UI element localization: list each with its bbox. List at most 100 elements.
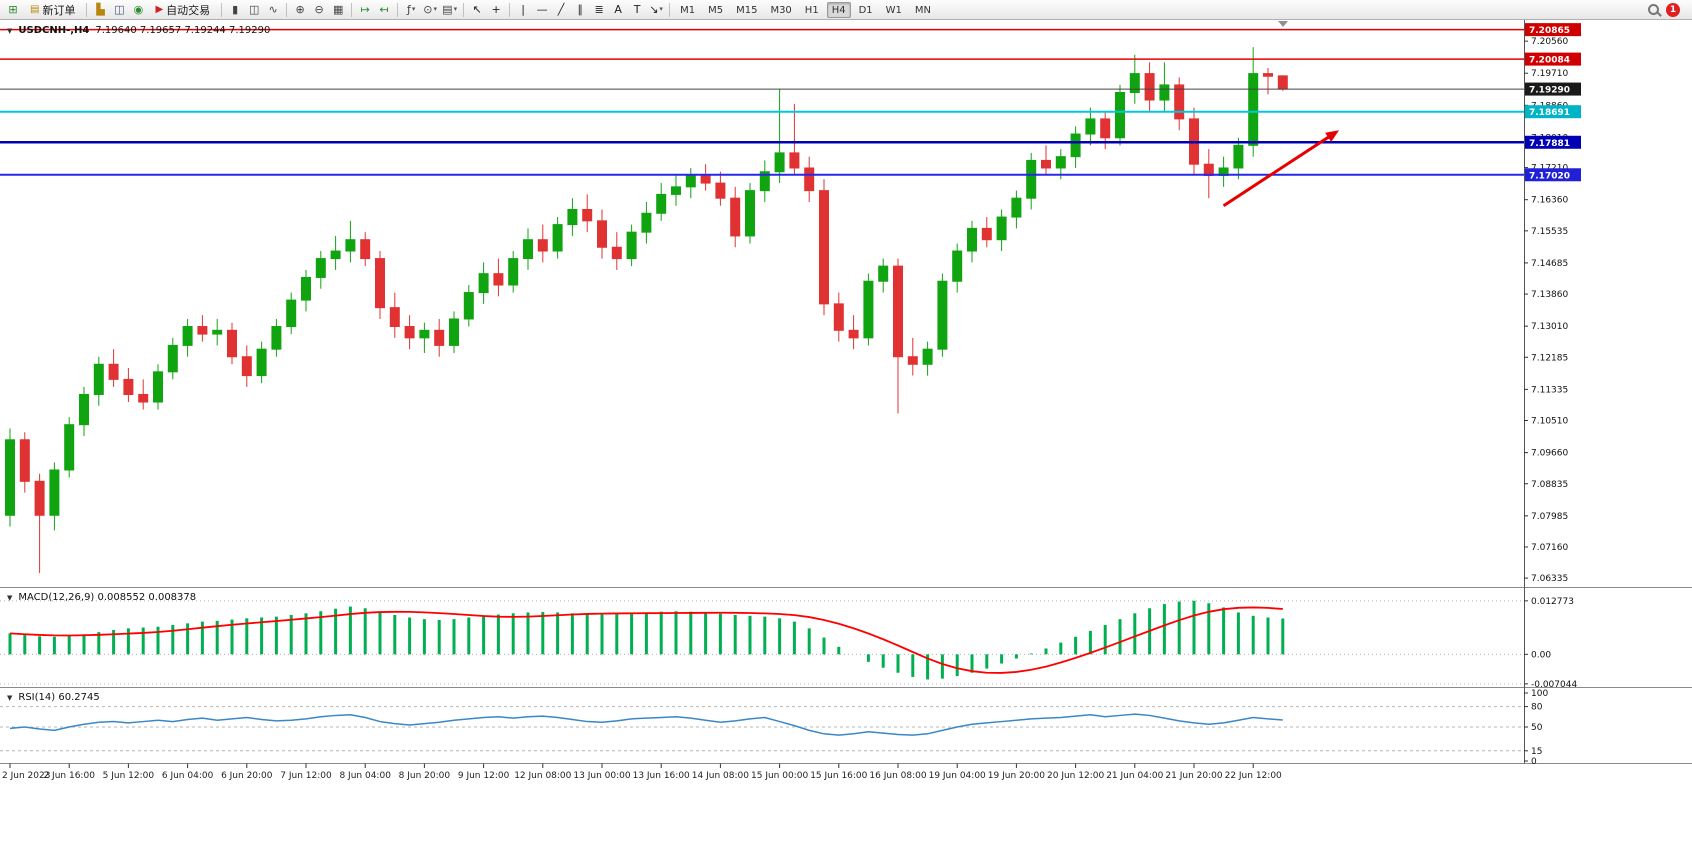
svg-text:7.12185: 7.12185: [1531, 353, 1568, 363]
chart-canvas[interactable]: 7.205607.197107.188607.180107.172107.163…: [0, 20, 1692, 842]
svg-text:7.09660: 7.09660: [1531, 449, 1568, 459]
indicators-icon[interactable]: ƒ ▾: [406, 3, 416, 16]
toolbar-separator: [86, 2, 88, 17]
chart-shift-icon[interactable]: ↤: [379, 3, 389, 16]
support-line-1-tag: [1525, 135, 1581, 149]
bar-chart-type-icon[interactable]: ▮: [232, 3, 239, 16]
svg-text:0: 0: [1531, 757, 1537, 767]
timeframe-m5[interactable]: M5: [708, 4, 724, 16]
timeframe-m1[interactable]: M1: [680, 4, 696, 16]
svg-text:7.19710: 7.19710: [1531, 69, 1568, 79]
collapse-icon[interactable]: ▼: [7, 693, 13, 702]
svg-text:7.06335: 7.06335: [1531, 574, 1568, 584]
svg-text:14 Jun 08:00: 14 Jun 08:00: [692, 771, 749, 781]
svg-text:20 Jun 12:00: 20 Jun 12:00: [1047, 771, 1104, 781]
svg-text:7.15535: 7.15535: [1531, 227, 1568, 237]
toolbar-right: 1: [1648, 2, 1688, 17]
fibonacci-icon[interactable]: ≣: [594, 3, 604, 16]
svg-text:-0.007044: -0.007044: [1531, 680, 1577, 690]
crosshair-icon[interactable]: +: [491, 3, 501, 16]
price-axis: 7.205607.197107.188607.180107.172107.163…: [1524, 37, 1577, 767]
svg-text:15: 15: [1531, 747, 1542, 757]
candlestick-type-icon[interactable]: ◫: [248, 3, 260, 16]
macd-header: ▼ MACD(12,26,9) 0.008552 0.008378: [7, 592, 196, 603]
svg-text:19 Jun 20:00: 19 Jun 20:00: [988, 771, 1045, 781]
horizontal-lines-layer[interactable]: [0, 28, 1524, 176]
svg-text:7.07985: 7.07985: [1531, 512, 1568, 522]
data-window-icon[interactable]: ◉: [133, 3, 144, 16]
line-chart-type-icon[interactable]: ∿: [268, 3, 278, 16]
macd-signal-line: [9, 606, 1283, 674]
svg-text:7.20084: 7.20084: [1529, 56, 1570, 66]
tile-windows-icon[interactable]: ▦: [332, 3, 344, 16]
toolbar-separator: [669, 2, 671, 17]
new-order-button[interactable]: ▤ 新订单: [23, 1, 82, 18]
timeframe-m30[interactable]: M30: [770, 4, 792, 16]
chevron-down-icon: ▾: [453, 5, 458, 13]
timeframe-h1[interactable]: H1: [804, 4, 819, 16]
arrows-icon[interactable]: ↘ ▾: [649, 3, 663, 16]
toolbar: ⊞ ▤ 新订单 ▙ ◫ ◉ ▶ 自动交易 ▮ ◫ ∿ ⊕ ⊖ ▦ ↦ ↤ ƒ ▾ ⊙ ▾ ▤ ▾ ↖ + | — ╱ ∥ ≣ A T ↘ ▾ M1…: [0, 0, 1692, 20]
svg-text:7.18691: 7.18691: [1529, 108, 1570, 118]
svg-text:7.19290: 7.19290: [1529, 86, 1570, 96]
channel-icon[interactable]: ∥: [577, 3, 583, 16]
notification-badge[interactable]: 1: [1666, 2, 1680, 17]
resistance-line-2-tag: [1525, 52, 1581, 66]
zoom-out-icon[interactable]: ⊖: [314, 3, 324, 16]
cyan-level-line-tag: [1525, 105, 1581, 119]
cursor-icon[interactable]: ↖: [472, 3, 482, 16]
toolbar-separator: [397, 2, 399, 17]
resistance-line-1-tag: [1525, 23, 1581, 37]
svg-text:8 Jun 20:00: 8 Jun 20:00: [399, 771, 451, 781]
current-price-line-tag: [1525, 82, 1581, 96]
collapse-icon[interactable]: ▼: [7, 26, 13, 35]
svg-text:8 Jun 04:00: 8 Jun 04:00: [339, 771, 391, 781]
text-icon[interactable]: A: [614, 3, 622, 16]
svg-text:13 Jun 00:00: 13 Jun 00:00: [573, 771, 630, 781]
horizontal-line-icon[interactable]: —: [536, 3, 548, 16]
new-order-button-icon: ▤: [30, 4, 40, 15]
timeframe-m15[interactable]: M15: [736, 4, 758, 16]
svg-text:15 Jun 16:00: 15 Jun 16:00: [810, 771, 867, 781]
timeframe-d1[interactable]: D1: [858, 4, 873, 16]
periods-icon[interactable]: ⊙ ▾: [423, 3, 438, 16]
zoom-in-icon[interactable]: ⊕: [295, 3, 305, 16]
timeframe-mn[interactable]: MN: [914, 4, 931, 16]
svg-text:0.00: 0.00: [1531, 650, 1551, 660]
templates-icon[interactable]: ▤ ▾: [442, 3, 458, 16]
rsi-levels: [0, 706, 1524, 752]
macd-histogram: [8, 600, 1285, 680]
timeframe-h4[interactable]: H4: [826, 1, 851, 18]
svg-text:12 Jun 08:00: 12 Jun 08:00: [514, 771, 571, 781]
svg-text:7.08835: 7.08835: [1531, 480, 1568, 490]
candlestick-layer: [5, 47, 1288, 574]
svg-text:21 Jun 20:00: 21 Jun 20:00: [1165, 771, 1222, 781]
text-label-icon[interactable]: T: [633, 3, 641, 16]
auto-scroll-icon[interactable]: ↦: [360, 3, 370, 16]
svg-text:7.07160: 7.07160: [1531, 543, 1568, 553]
svg-text:6 Jun 20:00: 6 Jun 20:00: [221, 771, 273, 781]
support-line-2-tag: [1525, 168, 1581, 182]
charts-profile-icon[interactable]: ▙: [96, 3, 105, 16]
timeframe-w1[interactable]: W1: [885, 4, 902, 16]
svg-text:19 Jun 04:00: 19 Jun 04:00: [929, 771, 986, 781]
collapse-icon[interactable]: ▼: [7, 593, 13, 602]
chart-window[interactable]: 7.205607.197107.188607.180107.172107.163…: [0, 20, 1692, 842]
svg-text:7.10510: 7.10510: [1531, 417, 1568, 427]
svg-text:9 Jun 12:00: 9 Jun 12:00: [458, 771, 510, 781]
toolbar-separator: [351, 2, 353, 17]
trend-arrow[interactable]: [1222, 130, 1340, 207]
toolbar-separator: [509, 2, 511, 17]
svg-text:7.13010: 7.13010: [1531, 322, 1568, 332]
search-icon[interactable]: [1648, 4, 1659, 15]
macd-label: MACD(12,26,9) 0.008552 0.008378: [18, 592, 197, 603]
rsi-label: RSI(14) 60.2745: [18, 692, 100, 703]
market-watch-icon[interactable]: ◫: [114, 3, 125, 16]
chevron-down-icon: ▾: [659, 5, 663, 13]
trendline-icon[interactable]: ╱: [557, 3, 565, 16]
toolbar-separator: [286, 2, 288, 17]
auto-trading-button[interactable]: ▶ 自动交易: [148, 1, 217, 18]
chart-shift-marker[interactable]: [1278, 21, 1288, 27]
vertical-line-icon[interactable]: |: [521, 3, 525, 16]
new-chart-icon[interactable]: ⊞: [8, 3, 18, 16]
